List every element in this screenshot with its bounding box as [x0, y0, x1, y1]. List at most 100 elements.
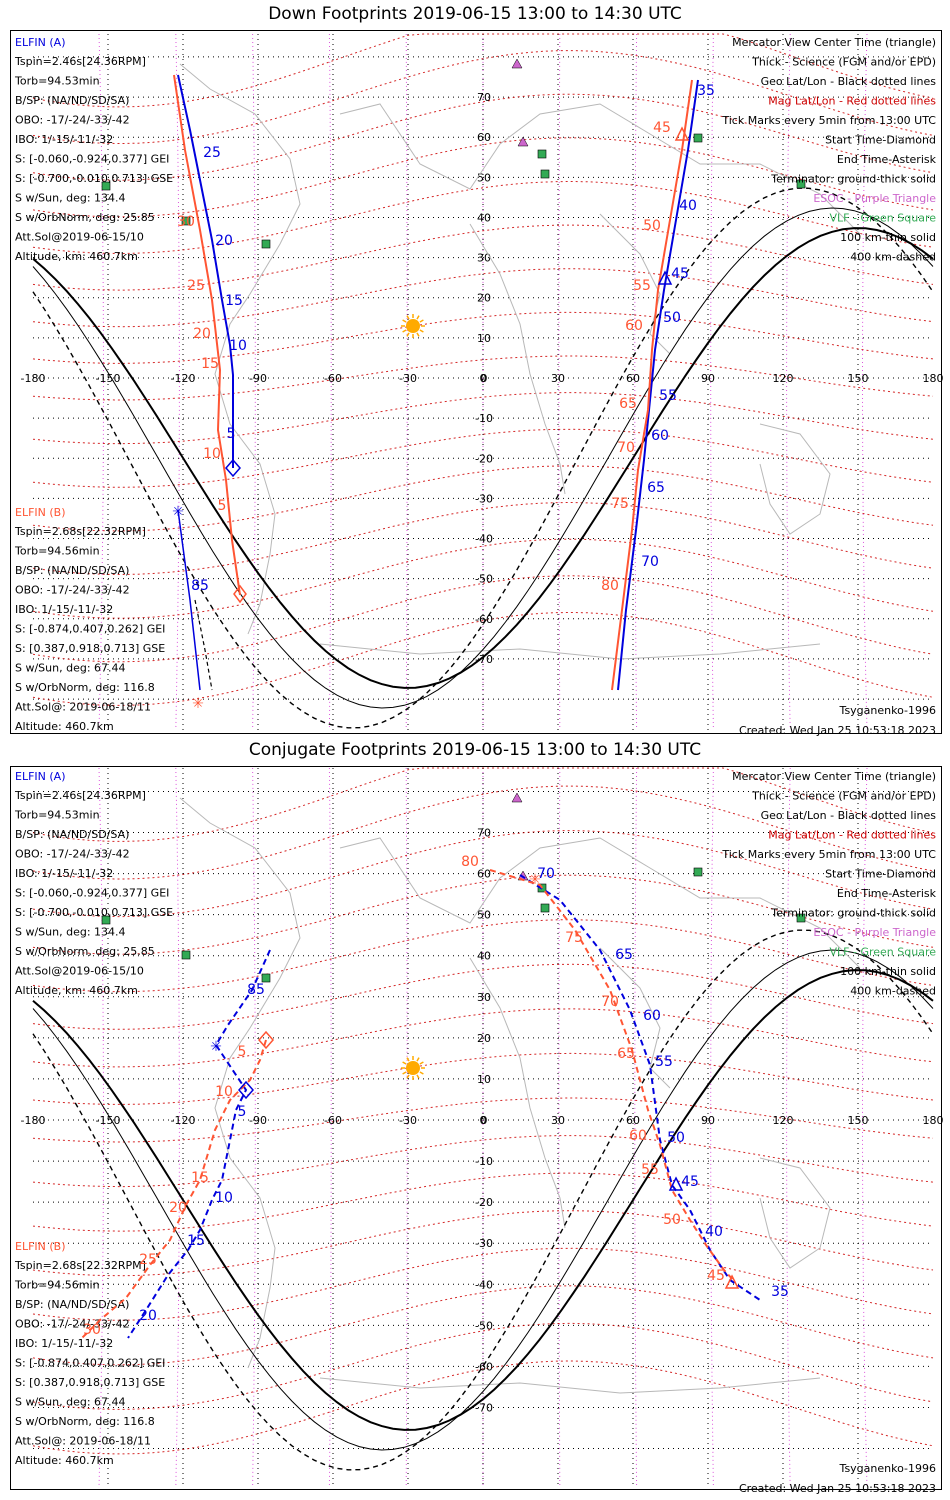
elfin-b-info: Tspin=2.68s[22.32RPM]	[14, 525, 146, 538]
lon-label: -120	[171, 372, 196, 385]
mag-lat-label: -70	[475, 653, 493, 666]
tick-label-a: 10	[229, 338, 247, 354]
created-label: Created: Wed Jan 25 10:53:18 2023	[739, 1482, 936, 1495]
meridian-line	[328, 767, 332, 1489]
tick-label-b: 30	[83, 1322, 101, 1338]
meridian-line	[175, 33, 180, 731]
mag-lat-line	[32, 311, 934, 364]
end-asterisk-icon: ✳	[192, 696, 204, 712]
tick-label-b: 10	[215, 1084, 233, 1100]
legend-item: Mag Lat/Lon - Red dotted lines	[768, 95, 936, 108]
elfin-a-info: Altitude, km: 460.7km	[15, 250, 138, 263]
mag-lat-label: 30	[477, 252, 491, 265]
meridian-line	[98, 33, 104, 731]
elfin-b-label: ELFIN (B)	[15, 1240, 66, 1253]
elfin-a-info: Altitude, km: 460.7km	[15, 984, 138, 997]
terminator-curve	[32, 969, 934, 1431]
terminator-100km	[32, 949, 934, 1451]
legend-item: 400 km-dashed	[850, 985, 936, 998]
mag-lat-label: 50	[477, 171, 491, 184]
elfin-a-info: Torb=94.53min	[14, 75, 100, 88]
mag-lat-label: 40	[477, 211, 491, 224]
lon-label: 0	[480, 1114, 487, 1127]
elfin-b-info: OBO: -17/-24/-33/-42	[15, 584, 130, 597]
tick-label-a: 20	[139, 1308, 157, 1324]
elfin-b-info: Torb=94.56min	[14, 545, 100, 558]
mag-lat-line	[32, 785, 934, 880]
panel-title: Conjugate Footprints 2019-06-15 13:00 to…	[248, 740, 702, 760]
meridian-line	[405, 767, 408, 1489]
tick-label-a: 5	[227, 426, 236, 442]
tick-label-a: 15	[187, 1233, 205, 1249]
elfin-a-info: IBO: 1/-15/-11/-32	[15, 133, 113, 146]
legend-item: Mercator View Center Time (triangle)	[732, 770, 936, 783]
tick-label-a: 60	[643, 1008, 661, 1024]
start-diamond-icon	[225, 458, 241, 478]
square-icon	[261, 239, 271, 249]
model-label: Tsyganenko-1996	[839, 1462, 936, 1475]
coastline	[339, 103, 861, 235]
tick-label-a: 65	[647, 480, 665, 496]
mag-lat-label: 60	[477, 868, 491, 881]
mag-lat-label: 40	[477, 950, 491, 963]
mag-lat-label: -30	[475, 492, 493, 505]
legend-item: Mercator View Center Time (triangle)	[732, 36, 936, 49]
meridian-line	[558, 33, 561, 731]
legend-item: ESOC - Purple Triangle	[813, 192, 936, 205]
tick-label-a: 45	[671, 266, 689, 282]
coastline	[759, 1157, 831, 1269]
triangle-icon	[511, 792, 523, 803]
elfin-b-info: Att.Sol@: 2019-06-18/11	[15, 1435, 151, 1448]
mag-lat-line	[32, 830, 934, 918]
coastline	[319, 643, 821, 660]
elfin-b-info: S w/Sun, deg: 67.44	[15, 1396, 126, 1409]
mag-lat-line	[32, 919, 934, 993]
elfin-b-info: S: [-0.874,0.407,0.262] GEI	[15, 623, 165, 636]
elfin-b-info: S w/Sun, deg: 67.44	[15, 662, 126, 675]
tick-label-a: 40	[705, 1224, 723, 1240]
elfin-b-info: S w/OrbNorm, deg: 116.8	[15, 681, 155, 694]
mag-lat-line	[32, 392, 934, 445]
meridian-line	[252, 767, 256, 1489]
elfin-b-info: OBO: -17/-24/-33/-42	[15, 1318, 130, 1331]
elfin-a-info: Tspin=2.46s[24.36RPM]	[14, 55, 146, 68]
mag-lat-label: -50	[475, 573, 493, 586]
sun-icon	[401, 1056, 425, 1080]
meridian-line	[786, 767, 791, 1489]
terminator-400km	[32, 929, 934, 1471]
lon-label: -180	[21, 372, 46, 385]
elfin-b-info: Torb=94.56min	[14, 1279, 100, 1292]
mag-lat-line	[32, 1322, 934, 1410]
elfin-b-info: S: [0.387,0.918,0.713] GSE	[15, 642, 165, 655]
mag-lat-line	[32, 575, 934, 663]
tick-label-b: 5	[218, 498, 227, 514]
elfin-b-track	[489, 869, 736, 1283]
start-diamond-icon	[258, 1030, 274, 1050]
tick-label-a: 15	[225, 293, 243, 309]
end-asterisk-icon: ✳	[172, 504, 184, 520]
tick-label-a: 60	[651, 428, 669, 444]
lon-label: -150	[96, 372, 121, 385]
coastline	[599, 947, 671, 1089]
elfin-a-info: B/SP: (NA/ND/SD/SA)	[15, 94, 129, 107]
legend-item: Start Time-Diamond	[825, 134, 936, 147]
legend-item: Tick Marks every 5min from 13:00 UTC	[721, 848, 936, 861]
square-icon	[181, 216, 191, 226]
elfin-a-info: OBO: -17/-24/-33/-42	[15, 848, 130, 861]
tick-label-a: 45	[681, 1174, 699, 1190]
elfin-a-info: Torb=94.53min	[14, 809, 100, 822]
elfin-b-info: S: [-0.874,0.407,0.262] GEI	[15, 1357, 165, 1370]
tick-label-b: 20	[169, 1200, 187, 1216]
lon-label: 60	[626, 372, 640, 385]
lon-label: -90	[249, 1114, 267, 1127]
mag-lat-line	[32, 767, 934, 842]
tick-label-b: 80	[461, 854, 479, 870]
mag-lat-line	[32, 501, 934, 576]
mag-lat-line	[32, 93, 934, 181]
mag-lat-label: 70	[477, 91, 491, 104]
tick-label-a: 85	[247, 982, 265, 998]
footprint-map: 70 60 50 40 30 20 10 0 -10 -20 -30 -40 -50 -60 -70 -180…	[14, 767, 944, 1495]
legend-item: Thick - Science (FGM and/or EPD)	[751, 56, 936, 69]
elfin-b-info: S w/OrbNorm, deg: 116.8	[15, 1415, 155, 1428]
mag-lat-label: 0	[481, 1114, 488, 1127]
